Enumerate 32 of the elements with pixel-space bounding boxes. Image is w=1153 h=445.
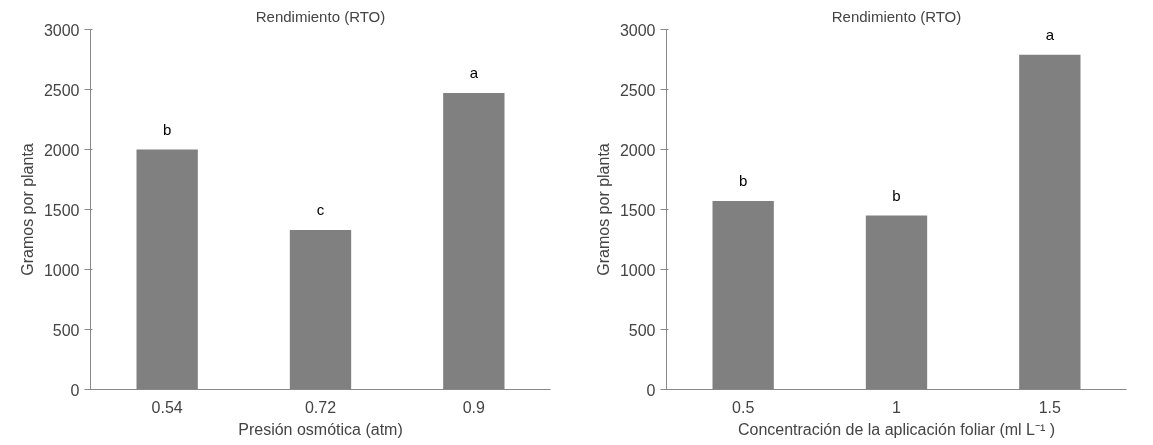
y-tick-label: 500 [52,321,80,339]
x-tick-label: 1 [892,398,902,416]
chart-title: Rendimiento (RTO) [255,7,386,25]
annotation: b [739,172,748,190]
y-axis-title: Gramos por planta [594,143,612,276]
y-tick-label: 3000 [619,21,656,39]
x-tick-label: 0.9 [462,398,486,416]
x-tick-label: 0.54 [151,398,183,416]
y-tick-label: 1500 [619,201,656,219]
annotation: a [1045,25,1055,43]
annotation: a [469,64,479,82]
annotation: c [316,200,325,218]
y-tick-label: 1000 [619,261,656,279]
x-tick-label: 0.72 [304,398,337,416]
y-tick-label: 0 [70,381,80,399]
y-tick-label: 2000 [619,141,656,159]
annotation: b [163,120,172,138]
x-axis-title: Presión osmótica (atm) [238,420,403,438]
y-tick-label: 500 [628,321,656,339]
y-tick-label: 3000 [43,21,80,39]
x-axis-title: Concentración de la aplicación foliar (ml L⁻¹ ) [737,420,1056,438]
x-tick-label: 1.5 [1038,398,1062,416]
y-tick-label: 1000 [43,261,80,279]
y-tick-label: 2500 [43,81,80,99]
y-tick-label: 2000 [43,141,80,159]
y-axis-title: Gramos por planta [18,143,36,276]
y-tick-label: 0 [646,381,656,399]
x-tick-label: 0.5 [732,398,755,416]
y-tick-label: 1500 [43,201,80,219]
y-tick-label: 2500 [619,81,656,99]
annotation: b [892,186,901,204]
chart-title: Rendimiento (RTO) [831,7,962,25]
